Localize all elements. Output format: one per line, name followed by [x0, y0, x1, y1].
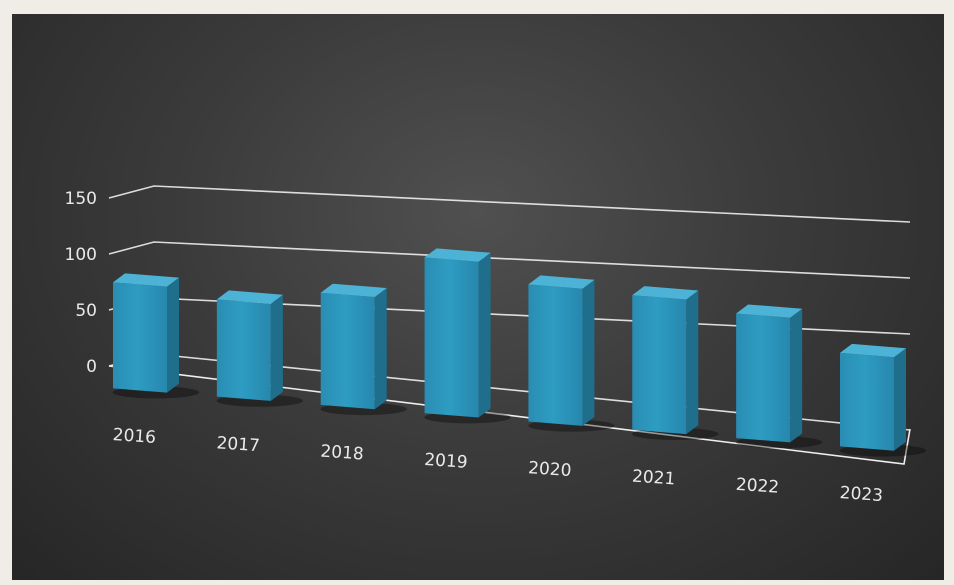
bar-2019	[424, 248, 511, 424]
x-tick-label: 2016	[112, 425, 157, 448]
y-tick-label: 0	[86, 357, 97, 377]
x-tick-label: 2017	[216, 433, 261, 456]
x-tick-label: 2018	[320, 442, 365, 465]
y-tick-label: 150	[65, 189, 97, 209]
x-tick-label: 2022	[735, 475, 780, 498]
bar-2020	[528, 275, 615, 432]
x-tick-label: 2019	[424, 450, 469, 473]
x-tick-label: 2021	[631, 466, 676, 489]
chart-panel: 0 50 100 150 2016 2017 2018 2019 2020 2021 2022 20…	[12, 14, 944, 580]
y-axis-ticks: 0 50 100 150	[65, 189, 97, 377]
bar-2023	[839, 343, 927, 457]
x-tick-label: 2023	[839, 483, 884, 506]
gridline-100	[108, 241, 911, 279]
y-tick-label: 50	[75, 301, 97, 321]
bars	[112, 248, 927, 457]
x-tick-label: 2020	[527, 458, 572, 481]
bar-2018	[320, 283, 407, 416]
bar-2022	[735, 304, 823, 449]
x-axis-categories: 2016 2017 2018 2019 2020 2021 2022 2023	[112, 425, 884, 506]
gridline-150	[108, 185, 911, 223]
bar-2016	[112, 273, 200, 399]
bar-2021	[632, 286, 719, 440]
bar-2017	[216, 290, 304, 407]
y-tick-label: 100	[65, 245, 97, 265]
